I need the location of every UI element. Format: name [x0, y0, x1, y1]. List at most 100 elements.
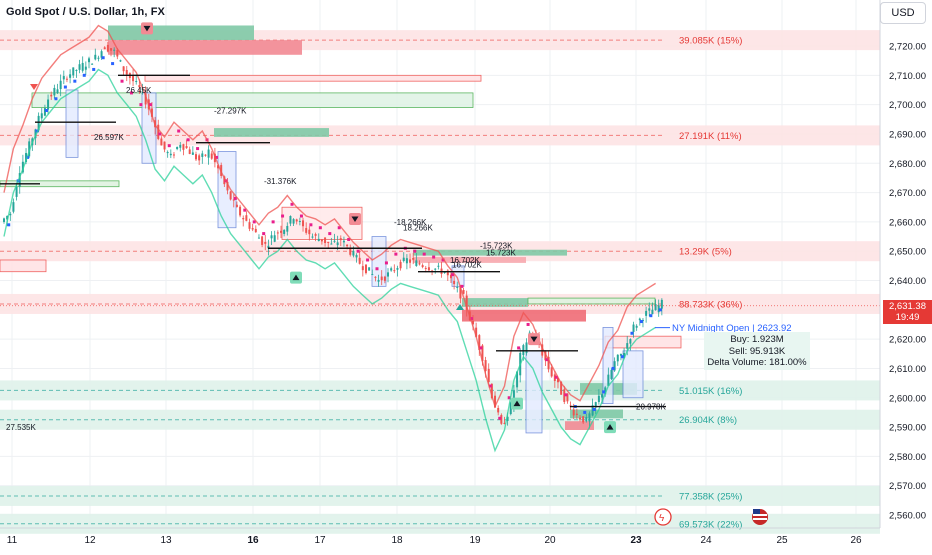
candle-body — [383, 276, 386, 281]
candle-body — [368, 267, 371, 271]
volume-annotation: 15.723K — [486, 249, 516, 258]
candle-body — [371, 274, 374, 276]
volume-annotation: -31.376K — [264, 177, 297, 186]
candle-body — [459, 286, 462, 299]
demand-zone — [31, 92, 474, 108]
candle-body — [163, 141, 166, 150]
trend-dot — [469, 317, 473, 321]
candle-body — [179, 144, 182, 148]
candle-body — [632, 324, 635, 332]
trend-dot — [120, 79, 124, 83]
x-tick-label: 25 — [776, 535, 788, 546]
bar-countdown: 19:49 — [895, 312, 920, 323]
candle-body — [302, 220, 305, 227]
volume-level-label: 27.191K (11%) — [679, 131, 742, 142]
candle-body — [232, 199, 235, 201]
candle-body — [648, 308, 651, 311]
candle-body — [150, 108, 153, 117]
delta-volume: Delta Volume: 181.00% — [707, 357, 807, 368]
chart-title: Gold Spot / U.S. Dollar, 1h, FX — [6, 6, 165, 18]
demand-zone — [108, 25, 254, 41]
candle-body — [50, 94, 53, 97]
candle-body — [264, 242, 267, 244]
delta-volume-box: Buy: 1.923M Sell: 95.913K Delta Volume: … — [704, 332, 810, 370]
volume-annotation: 26.45K — [126, 86, 152, 95]
candle-body — [305, 228, 308, 233]
candle-body — [119, 60, 122, 62]
candle-body — [248, 222, 251, 229]
trend-dot — [54, 97, 58, 101]
supply-zone — [413, 257, 526, 263]
candle-body — [87, 58, 90, 63]
candle-body — [484, 360, 487, 372]
y-tick-label: 2,660.00 — [889, 217, 926, 228]
candle-body — [12, 202, 15, 212]
trend-dot — [63, 85, 67, 89]
candle-body — [135, 80, 138, 82]
trend-dot — [564, 393, 568, 397]
trend-dot — [73, 79, 77, 83]
candle-body — [276, 232, 279, 234]
volume-level-label: 26.904K (8%) — [679, 415, 737, 426]
trend-dot — [299, 214, 303, 218]
candle-body — [53, 87, 56, 96]
currency-button[interactable]: USD — [880, 2, 926, 24]
sell-arrow-icon — [351, 216, 359, 222]
candle-body — [421, 265, 424, 268]
buy-arrow-icon — [513, 400, 521, 407]
candle-body — [195, 154, 198, 160]
candle-body — [525, 342, 528, 354]
trend-dot — [177, 129, 181, 133]
candle-body — [487, 368, 490, 382]
buy-arrow-icon — [292, 274, 300, 281]
candle-body — [516, 371, 519, 388]
candle-body — [106, 44, 109, 52]
candle-body — [43, 108, 46, 116]
candle-body — [65, 78, 68, 80]
candle-body — [579, 417, 582, 420]
candle-body — [638, 318, 641, 321]
candle-body — [361, 266, 364, 271]
volume-level-label: 77.358K (25%) — [679, 491, 742, 502]
trend-dot — [375, 267, 379, 271]
last-price-tag: 2,631.38 19:49 — [883, 300, 932, 324]
candle-body — [217, 165, 220, 169]
trend-dot — [139, 103, 143, 107]
candle-body — [317, 238, 320, 241]
volume-annotation: -27.297K — [214, 106, 247, 115]
trend-dot — [583, 410, 587, 414]
candle-body — [556, 378, 559, 383]
candle-body — [500, 414, 503, 424]
demand-zone — [413, 249, 567, 256]
candle-body — [257, 237, 260, 239]
candle-body — [223, 176, 226, 185]
volume-zone — [0, 513, 880, 534]
candle-body — [9, 213, 12, 216]
candle-body — [509, 402, 512, 415]
candle-body — [295, 219, 298, 222]
candle-body — [402, 257, 405, 261]
last-price-value: 2,631.38 — [889, 301, 926, 312]
trend-dot — [649, 314, 653, 318]
candle-body — [283, 229, 286, 234]
trend-dot — [252, 220, 256, 224]
volume-zone — [0, 380, 880, 401]
trend-dot — [507, 396, 511, 400]
candle-body — [207, 149, 210, 158]
small-buy-arrow-icon — [456, 304, 464, 310]
candle-body — [522, 345, 525, 356]
candle-body — [462, 289, 465, 294]
candle-body — [78, 64, 81, 70]
candle-body — [497, 407, 500, 413]
trend-dot — [347, 237, 351, 241]
supply-zone — [604, 335, 682, 349]
trend-dot — [111, 62, 115, 66]
y-tick-label: 2,580.00 — [889, 452, 926, 463]
candle-body — [314, 234, 317, 236]
candle-body — [72, 67, 75, 76]
candle-body — [18, 173, 21, 187]
candle-body — [97, 57, 100, 59]
volume-annotation: 26.597K — [94, 133, 124, 142]
candle-body — [541, 344, 544, 356]
